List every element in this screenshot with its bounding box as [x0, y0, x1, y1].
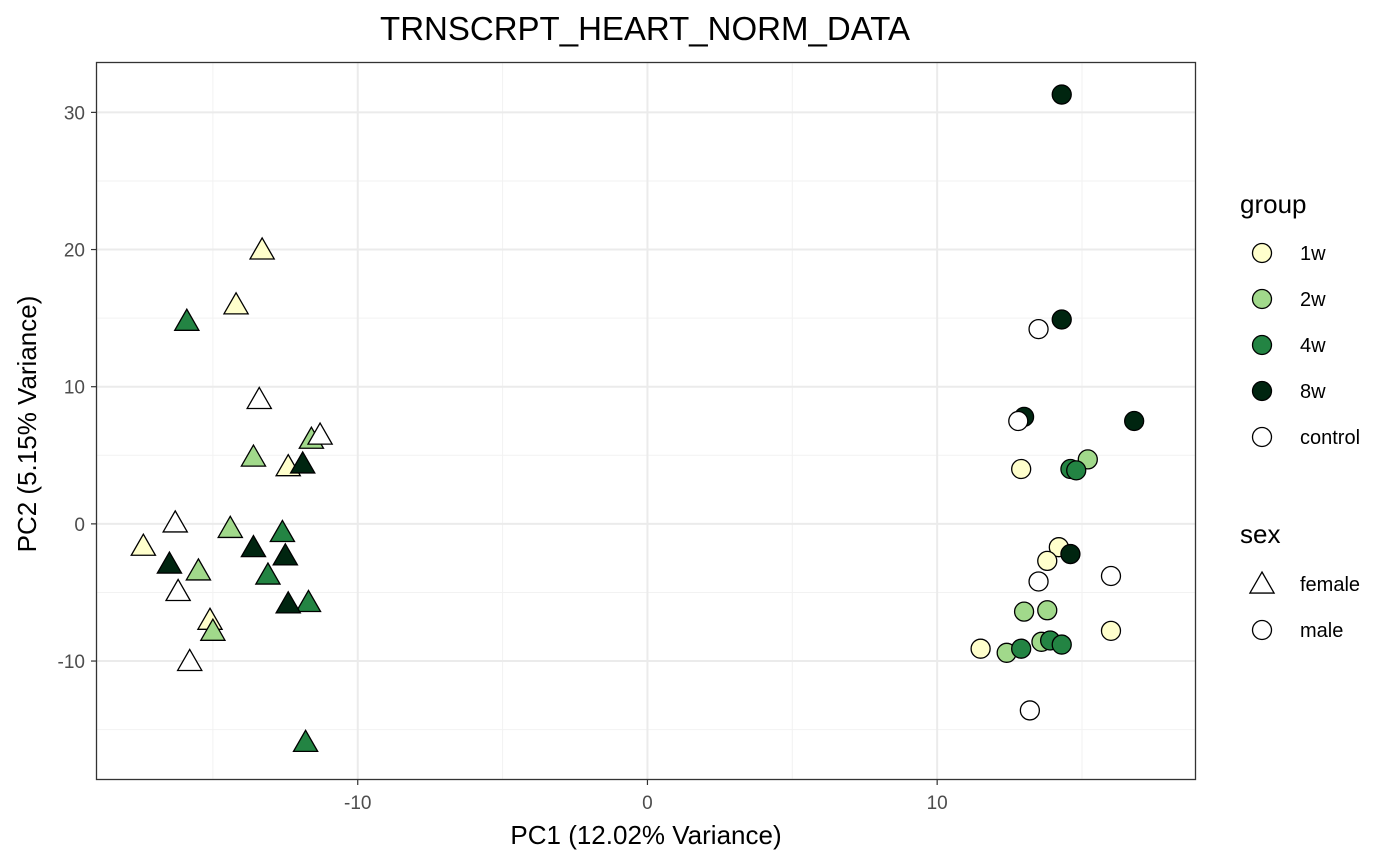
legend-label-male: male	[1300, 620, 1343, 642]
data-point-male-4w	[1011, 638, 1032, 659]
data-point-male-8w	[1051, 309, 1072, 330]
data-point-male-2w	[1037, 600, 1058, 621]
data-point-male-1w	[1011, 458, 1032, 480]
data-point-female-2w	[185, 557, 212, 581]
data-point-female-4w	[254, 561, 282, 585]
data-point-female-8w	[274, 590, 302, 614]
data-point-female-1w	[248, 236, 276, 260]
data-point-male-2w	[1013, 601, 1035, 622]
legend-label-4w: 4w	[1300, 335, 1326, 357]
legend-sex: sex female male	[1240, 519, 1360, 642]
data-point-male-control	[1008, 410, 1029, 432]
data-point-female-8w	[156, 550, 183, 574]
legend-key-1w	[1251, 242, 1273, 264]
legend-key-8w	[1251, 380, 1273, 402]
legend-key-4w	[1251, 334, 1273, 356]
data-point-female-8w	[272, 542, 299, 566]
data-point-female-control	[246, 386, 273, 410]
axis-ticks: -10 0 10 -10 0 10 20 30	[58, 103, 948, 814]
x-tick-label: 10	[927, 793, 948, 814]
data-point-male-control	[1019, 700, 1041, 721]
data-point-female-control	[164, 578, 192, 602]
legend-group: group 1w 2w 4w 8w control	[1240, 189, 1360, 449]
legend-sex-title: sex	[1240, 519, 1280, 549]
data-point-male-1w	[1100, 620, 1122, 642]
x-tick-label: 0	[642, 793, 653, 814]
y-tick-label: 10	[64, 378, 85, 399]
data-point-male-8w	[1060, 543, 1081, 565]
legend-key-female	[1248, 570, 1276, 594]
legend-label-control: control	[1300, 427, 1360, 449]
data-point-female-2w	[217, 515, 244, 539]
data-point-male-8w	[1124, 410, 1145, 432]
data-point-female-control	[306, 421, 334, 445]
legend-label-1w: 1w	[1300, 243, 1326, 265]
legend-label-8w: 8w	[1300, 381, 1326, 403]
data-point-female-4w	[292, 729, 319, 753]
legend-label-female: female	[1300, 574, 1360, 596]
data-point-male-1w	[1037, 550, 1058, 572]
data-point-male-control	[1028, 571, 1049, 592]
plot-panel-border	[95, 61, 1197, 781]
legend-key-control	[1251, 426, 1273, 448]
y-tick-label: 20	[64, 241, 85, 262]
data-point-female-4w	[269, 519, 296, 543]
data-point-male-4w	[1051, 634, 1072, 655]
data-point-female-control	[162, 509, 189, 533]
data-point-female-4w	[295, 589, 322, 613]
data-point-female-8w	[289, 450, 316, 474]
data-point-female-2w	[199, 617, 227, 641]
data-points	[130, 84, 1145, 753]
minor-gridlines	[97, 63, 1195, 779]
legend-label-2w: 2w	[1300, 289, 1326, 311]
data-point-male-8w	[1051, 84, 1072, 105]
legend-group-title: group	[1240, 189, 1307, 219]
y-tick-label: 0	[74, 515, 85, 536]
legend-key-2w	[1251, 288, 1273, 310]
data-point-female-1w	[222, 291, 250, 315]
data-point-female-2w	[240, 443, 267, 467]
data-point-male-4w	[1066, 460, 1087, 481]
legend-key-male	[1251, 619, 1273, 641]
data-point-female-8w	[240, 534, 267, 558]
x-tick-label: -10	[344, 793, 371, 814]
data-point-female-4w	[173, 307, 201, 331]
x-axis-title: PC1 (12.02% Variance)	[510, 820, 781, 850]
data-point-male-control	[1100, 565, 1122, 587]
data-point-female-control	[176, 648, 203, 672]
data-point-female-1w	[130, 532, 157, 556]
y-tick-label: -10	[58, 652, 85, 673]
data-point-male-1w	[970, 638, 991, 659]
y-tick-label: 30	[64, 103, 85, 124]
chart-title: TRNSCRPT_HEART_NORM_DATA	[380, 10, 910, 47]
y-axis-title: PC2 (5.15% Variance)	[12, 296, 42, 553]
data-point-male-control	[1028, 318, 1049, 340]
